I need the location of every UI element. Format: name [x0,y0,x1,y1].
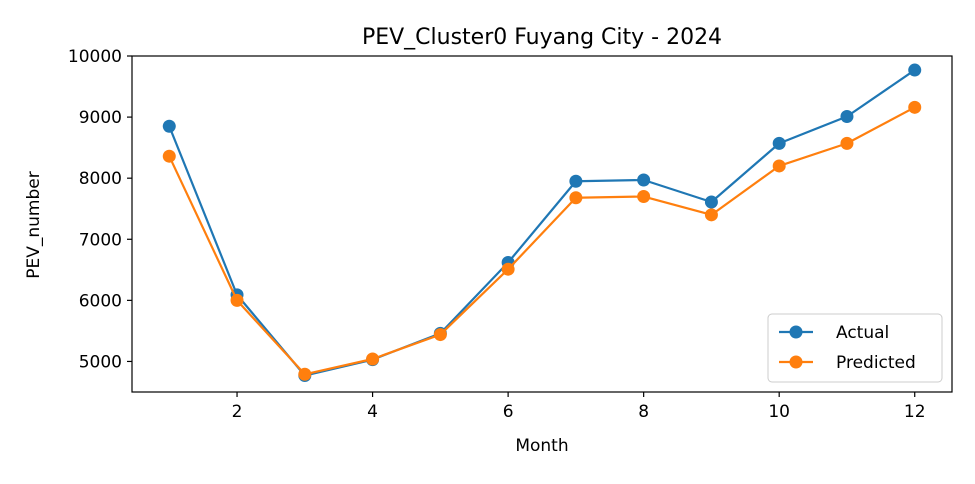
axes-layer: 2 4 6 8 10 12 5000 6000 7000 8000 9000 10000 [68,47,953,422]
data-point-predicted [704,208,718,222]
x-tick-label: 2 [232,402,243,422]
data-point-predicted [298,367,312,381]
x-tick-label: 12 [904,402,926,422]
y-tick-label: 7000 [79,230,122,250]
y-tick-label: 6000 [79,291,122,311]
data-point-actual [840,109,854,123]
x-axis-label: Month [515,436,568,456]
data-point-predicted [501,262,515,276]
legend-marker-predicted [789,355,803,369]
chart-title: PEV_Cluster0 Fuyang City - 2024 [362,25,722,50]
data-point-predicted [637,190,651,204]
legend-label-predicted: Predicted [836,353,916,373]
legend-marker-actual [789,325,803,339]
x-tick-label: 10 [768,402,790,422]
y-tick-label: 10000 [68,47,122,67]
series-layer [162,63,922,383]
data-point-actual [704,195,718,209]
data-point-actual [637,173,651,187]
legend-label-actual: Actual [836,323,889,343]
legend: Actual Predicted [767,313,943,383]
data-point-predicted [840,136,854,150]
data-point-predicted [569,191,583,205]
data-point-predicted [772,159,786,173]
data-point-predicted [230,293,244,307]
data-point-predicted [433,328,447,342]
data-point-actual [569,174,583,188]
x-tick-label: 8 [638,402,649,422]
data-point-predicted [162,149,176,163]
data-point-actual [908,63,922,77]
series-line-predicted [168,106,916,376]
data-point-actual [162,119,176,133]
data-point-predicted [366,352,380,366]
data-point-actual [772,136,786,150]
x-tick-label: 6 [503,402,514,422]
data-point-predicted [908,100,922,114]
y-tick-label: 8000 [79,169,122,189]
y-axis-label: PEV_number [24,171,44,278]
y-tick-label: 9000 [79,108,122,128]
plot-frame [131,55,953,393]
y-tick-label: 5000 [79,352,122,372]
x-tick-label: 4 [367,402,378,422]
